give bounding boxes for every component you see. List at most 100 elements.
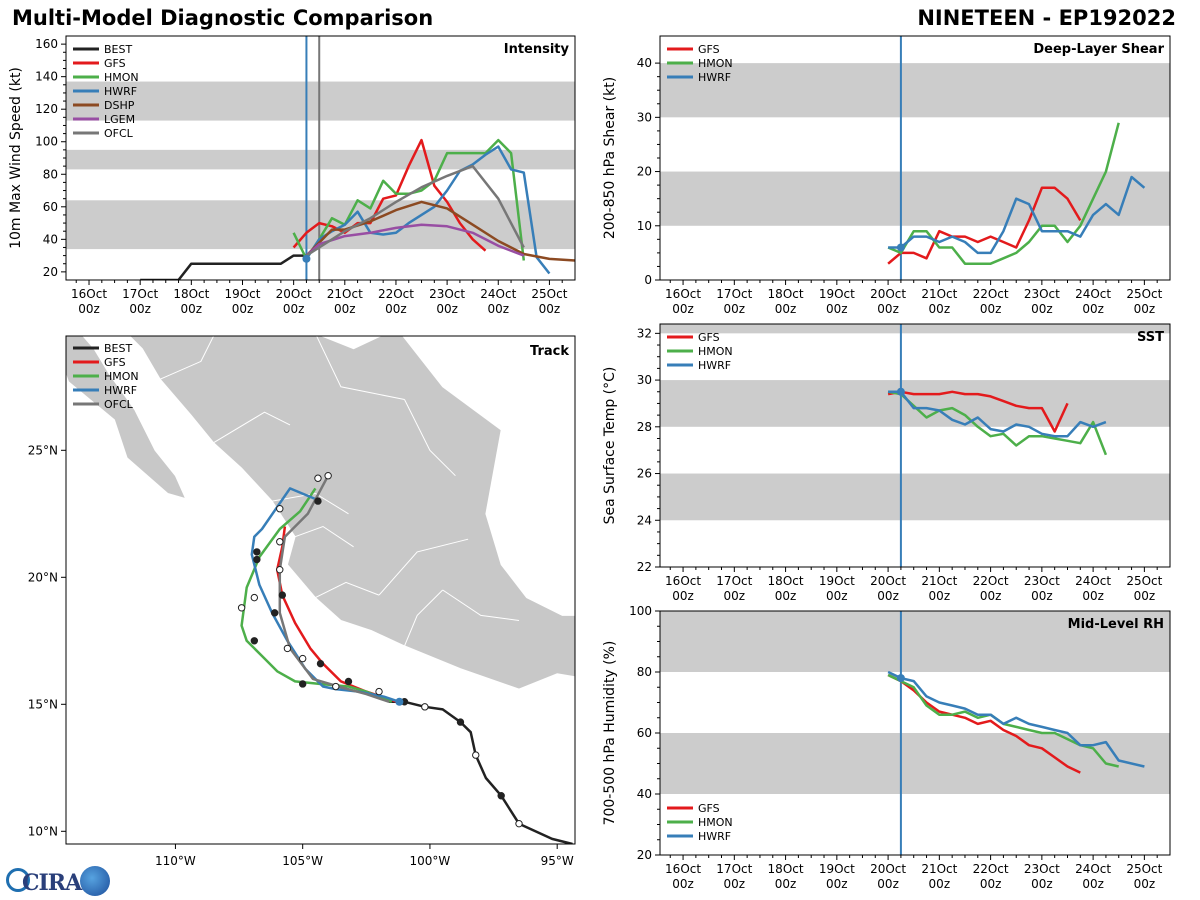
intensity-ytick-label: 20 (43, 265, 58, 279)
sst-plot-area (660, 324, 1170, 567)
sst-ytick-label: 32 (637, 326, 652, 340)
track-legend-label-hwrf: HWRF (104, 384, 137, 397)
intensity-ytick-label: 80 (43, 167, 58, 181)
track-marker-best (497, 792, 505, 800)
sst-xtick-label: 00z (826, 589, 848, 603)
track-xtick-label: 110°W (155, 854, 196, 868)
sst-frame (659, 323, 1171, 568)
intensity-xtick-label: 25Oct (531, 287, 567, 301)
shear-xtick-label: 00z (672, 302, 694, 316)
shear-series-hwrf (888, 175, 1146, 255)
shear-series-hmon (887, 122, 1120, 265)
state-border (378, 538, 469, 596)
intensity-xtick-label: 21Oct (327, 287, 363, 301)
rh-xtick-label: 00z (672, 877, 694, 891)
track-marker-ofcl (283, 644, 292, 653)
intensity-legend-label-gfs: GFS (104, 57, 126, 70)
track-marker-ofcl (314, 497, 322, 505)
track-marker-hmon (298, 680, 307, 688)
intensity-xtick-label: 00z (539, 302, 561, 316)
shear-ytick-label: 40 (637, 56, 652, 70)
track-panel: 110°W 105°W 100°W 95°W 10°N 15°N 20°N 25°N Track… (28, 335, 576, 868)
intensity-xtick-label: 00z (181, 302, 203, 316)
sst-xtick-label: 00z (775, 589, 797, 603)
track-marker-hmon (250, 637, 259, 645)
sst-xtick-label: 00z (1031, 589, 1053, 603)
shear-ylabel: 200-850 hPa Shear (kt) (602, 77, 618, 239)
sst-current-marker (896, 387, 905, 396)
sst-xtick-label: 16Oct (665, 574, 701, 588)
shear-xtick-label: 00z (775, 302, 797, 316)
shear-xtick-label: 25Oct (1126, 287, 1162, 301)
sst-xtick-label: 22Oct (973, 574, 1009, 588)
rh-xtick-label: 23Oct (1024, 862, 1060, 876)
sst-xtick-label: 24Oct (1075, 574, 1111, 588)
figure-title: Multi-Model Diagnostic Comparison (12, 6, 434, 30)
state-border (315, 581, 380, 599)
sst-legend-label-gfs: GFS (698, 331, 720, 344)
rh-ytick-label: 100 (629, 604, 652, 618)
track-marker-best (456, 718, 465, 726)
track-marker-ofcl (332, 682, 340, 691)
shear-xtick-label: 00z (980, 302, 1002, 316)
sst-xtick-label: 00z (929, 589, 951, 603)
rh-current-marker (896, 674, 905, 683)
sst-ytick-label: 28 (637, 420, 652, 434)
shear-xtick-label: 00z (1134, 302, 1156, 316)
rh-ytick-label: 60 (637, 726, 652, 740)
rh-legend-label-gfs: GFS (698, 802, 720, 815)
sst-legend-label-hwrf: HWRF (698, 359, 731, 372)
rh-xtick-label: 21Oct (921, 862, 957, 876)
sst-xtick-label: 17Oct (716, 574, 752, 588)
intensity-ytick-label: 140 (35, 70, 58, 84)
storm-id-title: NINETEEN - EP192022 (917, 6, 1176, 30)
track-frame (65, 335, 576, 845)
cira-logo: CIRA (6, 866, 110, 898)
track-marker-gfs (344, 677, 353, 686)
track-legend-label-best: BEST (104, 342, 132, 355)
cira-ring-icon (6, 868, 30, 892)
sst-xtick-label: 00z (724, 589, 746, 603)
state-border (316, 336, 405, 400)
rh-xtick-label: 00z (877, 877, 899, 891)
rh-band-1 (660, 611, 1170, 672)
intensity-title: Intensity (504, 42, 570, 57)
rh-xtick-label: 00z (724, 877, 746, 891)
intensity-xtick-label: 18Oct (173, 287, 209, 301)
track-current-position (395, 697, 404, 706)
intensity-xtick-label: 16Oct (71, 287, 107, 301)
shear-xtick-label: 00z (724, 302, 746, 316)
track-xtick-label: 100°W (410, 854, 451, 868)
rh-xtick-label: 00z (980, 877, 1002, 891)
shear-legend-label-hmon: HMON (698, 57, 733, 70)
rh-xtick-label: 19Oct (819, 862, 855, 876)
shear-ytick-label: 10 (637, 219, 652, 233)
track-marker-ofcl (276, 538, 284, 546)
sst-xtick-label: 00z (980, 589, 1002, 603)
intensity-xtick-label: 17Oct (122, 287, 158, 301)
shear-xtick-label: 17Oct (716, 287, 752, 301)
shear-band-1 (660, 63, 1170, 118)
sst-series-gfs (887, 390, 1069, 433)
track-map-area (66, 336, 575, 844)
track-marker-ofcl (270, 609, 279, 617)
shear-xtick-label: 19Oct (819, 287, 855, 301)
track-ytick-label: 20°N (28, 570, 58, 584)
shear-ytick-label: 0 (644, 273, 652, 287)
intensity-series-hwrf (305, 145, 551, 275)
rh-xtick-label: 00z (1134, 877, 1156, 891)
intensity-xtick-label: 00z (78, 302, 100, 316)
sst-xtick-label: 23Oct (1024, 574, 1060, 588)
intensity-legend-label-best: BEST (104, 43, 132, 56)
shear-xtick-label: 00z (929, 302, 951, 316)
sst-series-hmon (887, 390, 1108, 456)
sst-legend-label-hmon: HMON (698, 345, 733, 358)
sst-series-hwrf (888, 390, 1107, 438)
track-marker-hwrf (250, 593, 259, 602)
rh-xtick-label: 18Oct (768, 862, 804, 876)
shear-plot-area (660, 36, 1170, 280)
track-ytick-label: 10°N (28, 824, 58, 838)
track-marker-ofcl (375, 687, 383, 696)
track-marker-ofcl (298, 654, 307, 663)
